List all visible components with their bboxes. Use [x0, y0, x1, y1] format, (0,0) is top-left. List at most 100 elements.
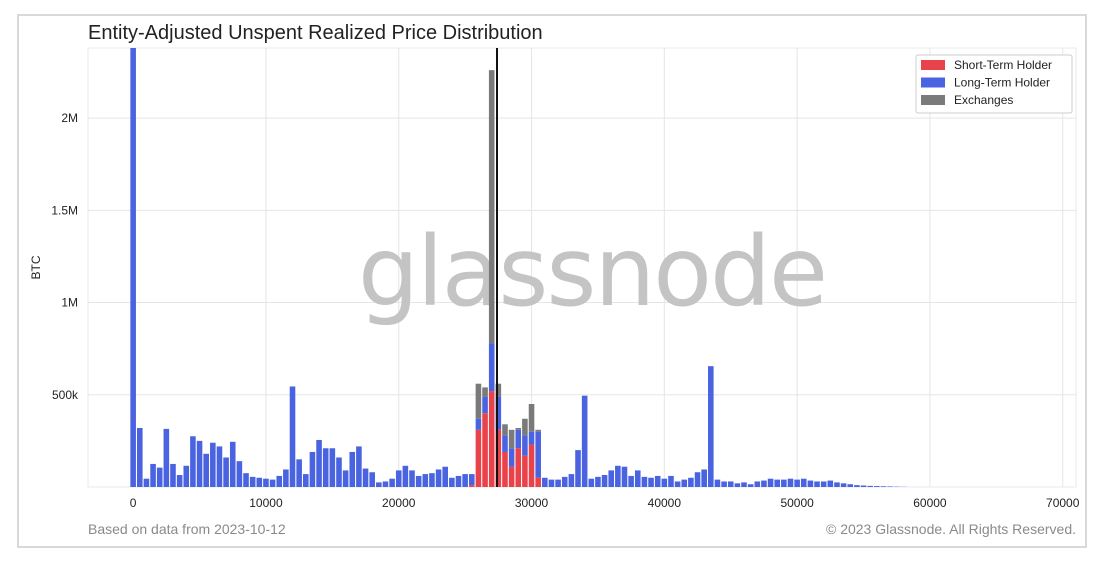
bar-exchanges	[522, 418, 528, 436]
bar-long-term-holder	[621, 466, 628, 487]
bar-long-term-holder	[495, 396, 502, 430]
bar-long-term-holder	[210, 442, 216, 487]
bar-long-term-holder	[183, 465, 190, 487]
bar-long-term-holder	[170, 463, 176, 487]
bar-short-term-holder	[495, 429, 502, 487]
bar-short-term-holder	[468, 485, 475, 487]
bar-long-term-holder	[289, 386, 296, 487]
legend: Short-Term Holder Long-Term Holder Exchang…	[915, 54, 1073, 114]
bar-long-term-holder	[608, 470, 615, 487]
bar-long-term-holder	[781, 479, 787, 487]
bar-long-term-holder	[834, 482, 840, 487]
watermark-logo: glassnode	[358, 216, 826, 328]
bar-long-term-holder	[634, 470, 641, 487]
bar-long-term-holder	[887, 486, 893, 487]
bar-long-term-holder	[807, 480, 814, 487]
bar-long-term-holder	[342, 470, 349, 487]
bar-long-term-holder	[734, 483, 741, 487]
bar-short-term-holder	[502, 451, 508, 487]
bar-long-term-holder	[568, 474, 575, 487]
bar-long-term-holder	[628, 475, 634, 487]
x-tick-label: 70000	[1046, 496, 1080, 510]
bar-long-term-holder	[316, 439, 322, 487]
bar-long-term-holder	[880, 486, 887, 487]
bars-layer	[130, 48, 907, 487]
bar-long-term-holder	[581, 395, 588, 487]
bar-long-term-holder	[362, 468, 369, 487]
bar-long-term-holder	[356, 446, 362, 487]
bar-long-term-holder	[648, 477, 654, 487]
bar-long-term-holder	[409, 470, 415, 487]
source-note: Based on data from 2023-10-12	[88, 521, 286, 537]
bar-long-term-holder	[269, 479, 276, 487]
bar-long-term-holder	[708, 366, 714, 487]
y-axis-label: BTC	[29, 255, 43, 279]
bar-long-term-holder	[256, 477, 263, 487]
x-tick-label: 40000	[648, 496, 682, 510]
bar-long-term-holder	[714, 479, 721, 487]
bar-long-term-holder	[668, 475, 674, 487]
bar-long-term-holder	[163, 428, 170, 487]
bar-long-term-holder	[515, 429, 522, 449]
bar-long-term-holder	[376, 482, 382, 487]
bar-exchanges	[502, 424, 508, 436]
bar-exchanges	[528, 403, 535, 432]
bar-long-term-holder	[176, 475, 183, 487]
bar-short-term-holder	[528, 444, 535, 487]
bar-long-term-holder	[263, 478, 269, 487]
legend-swatch	[921, 77, 945, 88]
bar-exchanges	[508, 429, 515, 449]
bar-long-term-holder	[143, 478, 150, 487]
legend-label: Exchanges	[954, 93, 1013, 107]
bar-long-term-holder	[150, 463, 156, 487]
bar-long-term-holder	[442, 466, 449, 487]
bar-long-term-holder	[840, 483, 847, 487]
bar-long-term-holder	[482, 396, 488, 414]
bar-long-term-holder	[874, 486, 880, 487]
x-tick-label: 30000	[515, 496, 549, 510]
bar-long-term-holder	[827, 480, 834, 487]
bar-short-term-holder	[475, 429, 482, 487]
bar-long-term-holder	[641, 476, 648, 487]
bar-long-term-holder	[349, 451, 356, 487]
bar-long-term-holder	[747, 484, 754, 487]
bar-long-term-holder	[203, 453, 209, 487]
bar-long-term-holder	[561, 476, 568, 487]
bar-long-term-holder	[814, 481, 820, 487]
copyright-text: © 2023 Glassnode. All Rights Reserved.	[825, 521, 1076, 537]
legend-swatch	[921, 60, 945, 70]
bar-long-term-holder	[654, 475, 661, 487]
bar-long-term-holder	[216, 446, 223, 487]
bar-long-term-holder	[854, 485, 860, 487]
bar-long-term-holder	[754, 481, 761, 487]
bar-short-term-holder	[535, 477, 541, 487]
x-tick-label: 60000	[913, 496, 947, 510]
y-tick-label: 500k	[52, 388, 79, 402]
bar-exchanges	[535, 429, 541, 432]
bar-short-term-holder	[482, 413, 488, 487]
x-tick-label: 20000	[382, 496, 416, 510]
bar-long-term-holder	[860, 485, 867, 487]
bar-long-term-holder	[322, 448, 329, 487]
bar-long-term-holder	[694, 472, 701, 487]
y-tick-label: 1.5M	[51, 203, 78, 217]
bar-long-term-holder	[130, 48, 136, 487]
bar-long-term-holder	[382, 481, 389, 487]
bar-short-term-holder	[488, 391, 495, 487]
bar-long-term-holder	[774, 479, 780, 487]
bar-long-term-holder	[661, 478, 668, 487]
legend-swatch	[921, 95, 945, 105]
legend-label: Long-Term Holder	[954, 76, 1050, 90]
bar-exchanges	[482, 387, 488, 397]
bar-long-term-holder	[415, 475, 422, 487]
y-tick-label: 1M	[61, 296, 78, 310]
bar-long-term-holder	[462, 474, 468, 487]
bar-short-term-holder	[515, 448, 522, 487]
bar-long-term-holder	[229, 441, 236, 487]
x-tick-label: 50000	[780, 496, 814, 510]
bar-long-term-holder	[820, 481, 827, 487]
bar-long-term-holder	[402, 465, 409, 487]
bar-long-term-holder	[508, 448, 515, 467]
bar-long-term-holder	[601, 475, 608, 487]
bar-long-term-holder	[276, 475, 283, 487]
